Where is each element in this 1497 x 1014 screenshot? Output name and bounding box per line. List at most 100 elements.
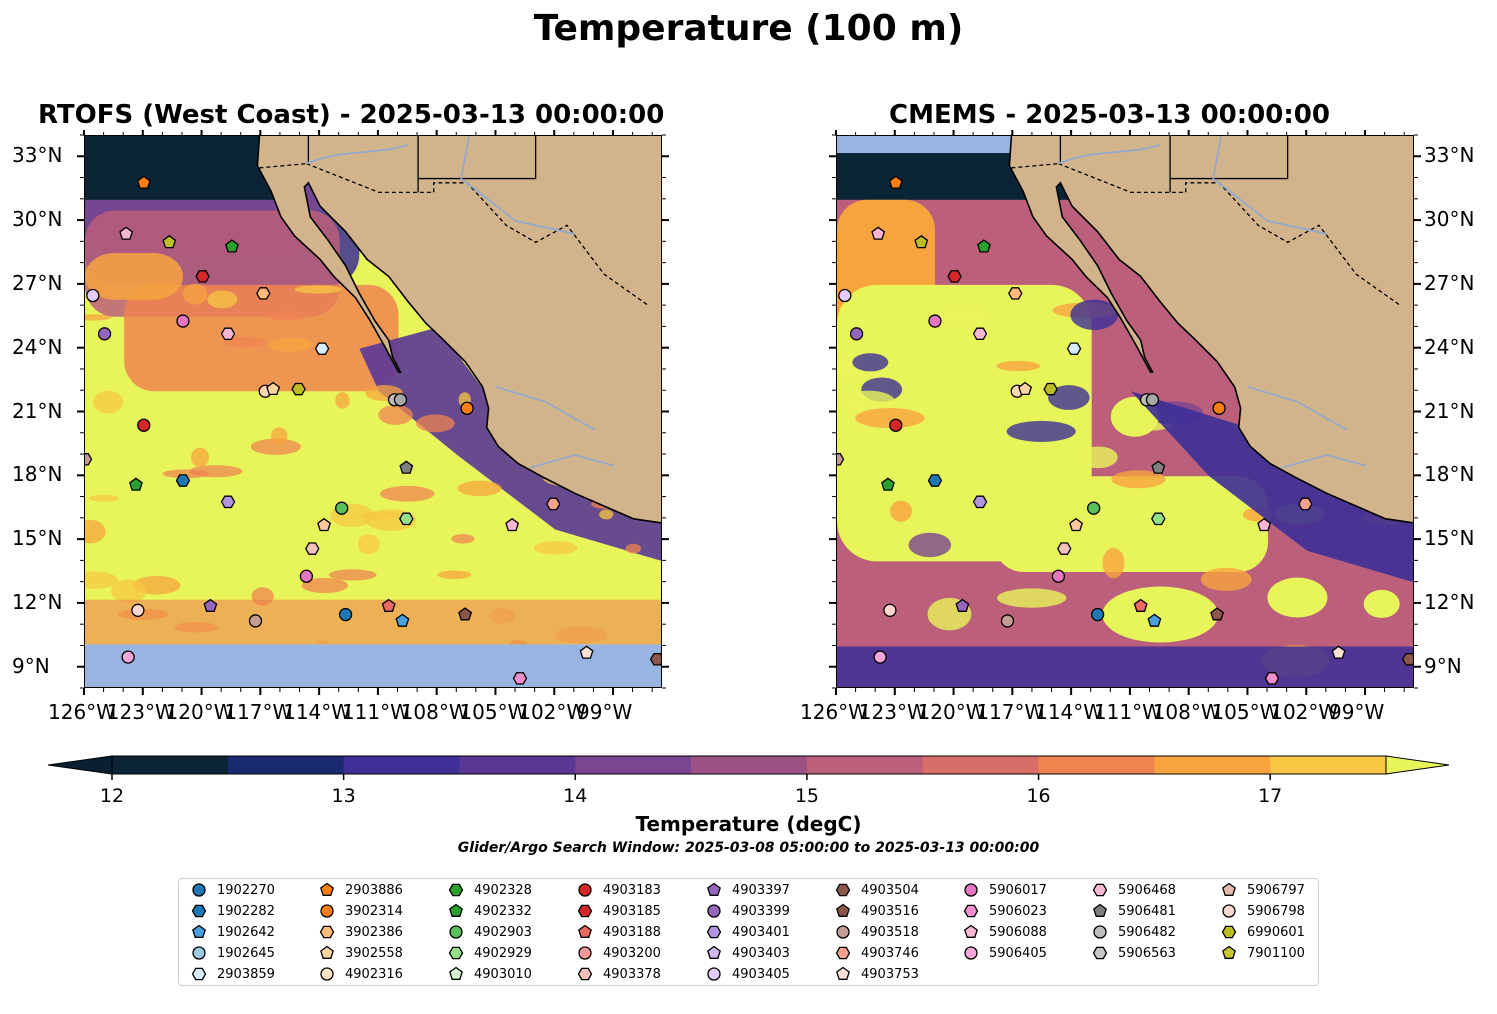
- legend-marker: [1222, 904, 1236, 918]
- circle-marker-icon: [320, 904, 334, 918]
- legend-marker: [836, 903, 850, 917]
- circle-marker-icon: [192, 883, 206, 897]
- legend-marker: [449, 903, 463, 917]
- float-marker: [335, 501, 349, 515]
- legend-label: 4903188: [603, 924, 661, 940]
- rtofs-state-borders: [307, 136, 537, 193]
- legend-label: 5906468: [1118, 882, 1176, 898]
- legend-label: 5906798: [1247, 903, 1305, 919]
- float-marker: [317, 517, 331, 532]
- hexagon-marker-icon: [577, 904, 593, 918]
- legend-entry: 4903183: [577, 882, 661, 898]
- float-marker: [220, 327, 236, 341]
- rtofs-map-panel: [84, 135, 662, 688]
- pentagon-marker-icon: [707, 945, 721, 959]
- hexagon-marker-icon: [319, 925, 335, 939]
- legend-label: 2903859: [217, 966, 275, 982]
- search-window-note: Glider/Argo Search Window: 2025-03-08 05…: [457, 840, 1040, 856]
- circle-marker-icon: [707, 967, 721, 981]
- float-marker: [338, 607, 353, 622]
- legend-entry: 4903401: [706, 924, 790, 940]
- legend-label: 4902929: [474, 945, 532, 961]
- pentagon-marker-icon: [1222, 945, 1236, 959]
- lon-tick-label: 123°W: [106, 700, 175, 724]
- legend-marker: [707, 904, 721, 918]
- legend-label: 1902642: [217, 924, 275, 940]
- lon-tick-label: 108°W: [400, 700, 469, 724]
- legend-label: 4903518: [861, 924, 919, 940]
- lon-tick-label: 108°W: [1152, 700, 1221, 724]
- lon-tick-label: 120°W: [917, 700, 986, 724]
- lat-tick-label: 18°N: [12, 462, 63, 487]
- legend-label: 1902282: [217, 903, 275, 919]
- lat-tick-label: 27°N: [1424, 270, 1475, 295]
- legend-entry: 2903859: [191, 966, 275, 982]
- float-marker: [1264, 672, 1280, 685]
- circle-marker-icon: [449, 925, 463, 939]
- legend-marker: [1222, 882, 1236, 896]
- lat-tick-label: 15°N: [1424, 526, 1475, 551]
- float-marker: [649, 652, 661, 666]
- cmems-state-borders: [1059, 136, 1289, 193]
- legend-marker: [192, 924, 206, 938]
- legend-label: 4903753: [861, 966, 919, 982]
- legend-marker: [1093, 903, 1107, 917]
- legend-label: 4903183: [603, 882, 661, 898]
- lon-tick-label: 120°W: [165, 700, 234, 724]
- float-marker: [883, 603, 897, 617]
- legend-marker: [448, 946, 464, 960]
- float-marker: [162, 234, 177, 249]
- float-marker: [1018, 381, 1033, 396]
- legend-entry: 4903746: [835, 945, 919, 961]
- float-marker: [176, 314, 190, 328]
- hexagon-marker-icon: [577, 967, 593, 981]
- legend-entry: 4903399: [706, 903, 790, 919]
- lon-tick-label: 111°W: [341, 700, 410, 724]
- left-panel-title: RTOFS (West Coast) - 2025-03-13 00:00:00: [38, 100, 665, 130]
- lon-tick-label: 126°W: [800, 700, 868, 724]
- legend-label: 5906563: [1118, 945, 1176, 961]
- lon-tick-label: 123°W: [858, 700, 927, 724]
- legend-entry: 4903397: [706, 882, 790, 898]
- legend-label: 6990601: [1247, 924, 1305, 940]
- float-legend: 1902270 1902282 1902642 1902645 2903859 29038…: [178, 878, 1319, 986]
- lon-tick-label: 126°W: [48, 700, 116, 724]
- float-marker: [1066, 342, 1082, 355]
- legend-entry: 4903200: [577, 945, 661, 961]
- legend-marker: [835, 883, 851, 897]
- legend-entry: 4902316: [319, 966, 403, 982]
- legend-label: 1902645: [217, 945, 275, 961]
- hexagon-marker-icon: [963, 904, 979, 918]
- cmems-country-border: [1011, 163, 1402, 307]
- float-marker: [393, 393, 408, 407]
- legend-entry: 1902642: [191, 924, 275, 940]
- float-marker: [399, 512, 414, 526]
- hexagon-marker-icon: [191, 967, 207, 981]
- legend-label: 4903185: [603, 903, 661, 919]
- float-marker: [837, 453, 845, 466]
- hexagon-marker-icon: [1092, 946, 1108, 960]
- float-marker: [889, 418, 903, 432]
- legend-marker: [578, 883, 592, 897]
- float-marker: [873, 650, 887, 664]
- pentagon-marker-icon: [449, 903, 463, 917]
- float-marker: [1210, 607, 1225, 621]
- cmems-map-svg: [837, 136, 1413, 687]
- legend-marker: [191, 904, 207, 918]
- float-marker: [1331, 645, 1346, 659]
- legend-label: 4903200: [603, 945, 661, 961]
- legend-label: 4903378: [603, 966, 661, 982]
- legend-entry: 4902332: [448, 903, 532, 919]
- lon-tick-label: 111°W: [1093, 700, 1162, 724]
- legend-label: 4902316: [345, 966, 403, 982]
- figure-title: Temperature (100 m): [533, 8, 964, 49]
- hexagon-marker-icon: [1092, 883, 1108, 897]
- float-marker: [248, 614, 263, 628]
- float-marker: [175, 474, 191, 487]
- legend-marker: [707, 882, 721, 896]
- legend-marker: [320, 945, 334, 959]
- pentagon-marker-icon: [578, 924, 592, 938]
- float-marker: [225, 239, 239, 253]
- legend-label: 4903401: [732, 924, 790, 940]
- legend-marker: [707, 967, 721, 981]
